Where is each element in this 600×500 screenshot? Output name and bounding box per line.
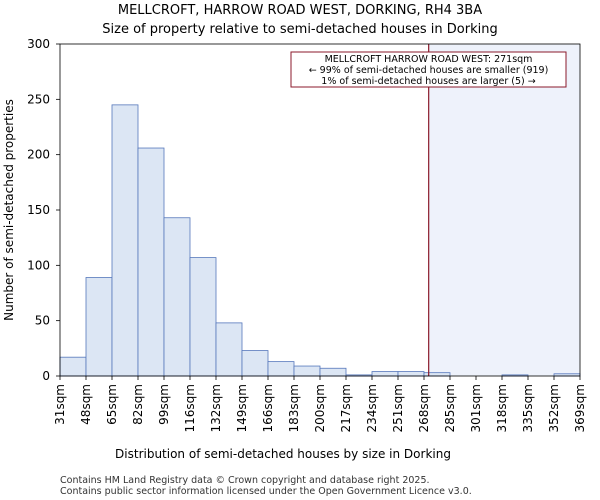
footer-line-2: Contains public sector information licen… [60, 486, 472, 497]
annotation-box [290, 51, 567, 88]
x-tick-label: 116sqm [183, 384, 197, 432]
x-tick-label: 369sqm [573, 384, 587, 432]
annotation-line-3: 1% of semi-detached houses are larger (5… [321, 76, 535, 87]
x-tick-label: 166sqm [261, 384, 275, 432]
bar-132sqm [215, 322, 243, 377]
x-tick-label: 132sqm [209, 384, 223, 432]
y-tick-label: 200 [27, 148, 50, 162]
x-tick-label: 99sqm [157, 384, 171, 425]
bar-group [59, 104, 581, 377]
x-tick-label: 200sqm [313, 384, 327, 432]
bar-116sqm [189, 257, 217, 377]
x-tick-label: 268sqm [417, 384, 431, 432]
x-tick-label: 149sqm [235, 384, 249, 432]
chart-title: MELLCROFT, HARROW ROAD WEST, DORKING, RH… [118, 3, 482, 18]
bar-268sqm [423, 372, 451, 377]
x-tick-label: 183sqm [287, 384, 301, 432]
x-tick-label: 234sqm [365, 384, 379, 432]
larger-houses-region [428, 44, 580, 376]
y-axis-label: Number of semi-detached properties [2, 99, 16, 321]
y-tick-label: 300 [27, 37, 50, 51]
footer-line-1: Contains HM Land Registry data © Crown c… [60, 475, 430, 486]
y-tick-label: 250 [27, 92, 50, 106]
x-tick-label: 352sqm [547, 384, 561, 432]
y-axis-ticks: 0 50 100 150 200 250 300 [27, 37, 60, 383]
bar-65sqm [111, 104, 139, 377]
x-tick-label: 285sqm [443, 384, 457, 432]
bar-234sqm [371, 371, 399, 377]
annotation-line-2: ← 99% of semi-detached houses are smalle… [309, 65, 549, 76]
x-tick-label: 82sqm [131, 384, 145, 425]
annotation-line-1: MELLCROFT HARROW ROAD WEST: 271sqm [325, 54, 533, 65]
plot-area: MELLCROFT HARROW ROAD WEST: 271sqm ← 99%… [27, 37, 587, 432]
x-tick-label: 31sqm [53, 384, 67, 425]
bar-166sqm [267, 361, 295, 377]
y-tick-label: 50 [35, 314, 50, 328]
marker-annotation: MELLCROFT HARROW ROAD WEST: 271sqm ← 99%… [290, 51, 567, 88]
x-tick-label: 301sqm [469, 384, 483, 432]
bar-251sqm [397, 371, 425, 377]
y-tick-label: 150 [27, 203, 50, 217]
x-tick-label: 65sqm [105, 384, 119, 425]
bar-149sqm [241, 350, 269, 377]
bar-183sqm [293, 365, 321, 377]
x-tick-label: 335sqm [521, 384, 535, 432]
chart-subtitle: Size of property relative to semi-detach… [102, 22, 497, 37]
x-axis-label: Distribution of semi-detached houses by … [115, 447, 451, 461]
bar-31sqm [59, 356, 87, 377]
bar-48sqm [85, 277, 113, 377]
x-axis-ticks: 31sqm 48sqm 65sqm 82sqm 99sqm 116sqm 132sqm 149… [53, 376, 587, 432]
x-tick-label: 48sqm [79, 384, 93, 425]
bar-82sqm [137, 147, 165, 377]
x-tick-label: 217sqm [339, 384, 353, 432]
bar-99sqm [163, 217, 191, 377]
x-tick-label: 318sqm [495, 384, 509, 432]
y-tick-label: 100 [27, 258, 50, 272]
bar-200sqm [319, 367, 347, 377]
y-tick-label: 0 [42, 369, 50, 383]
x-tick-label: 251sqm [391, 384, 405, 432]
